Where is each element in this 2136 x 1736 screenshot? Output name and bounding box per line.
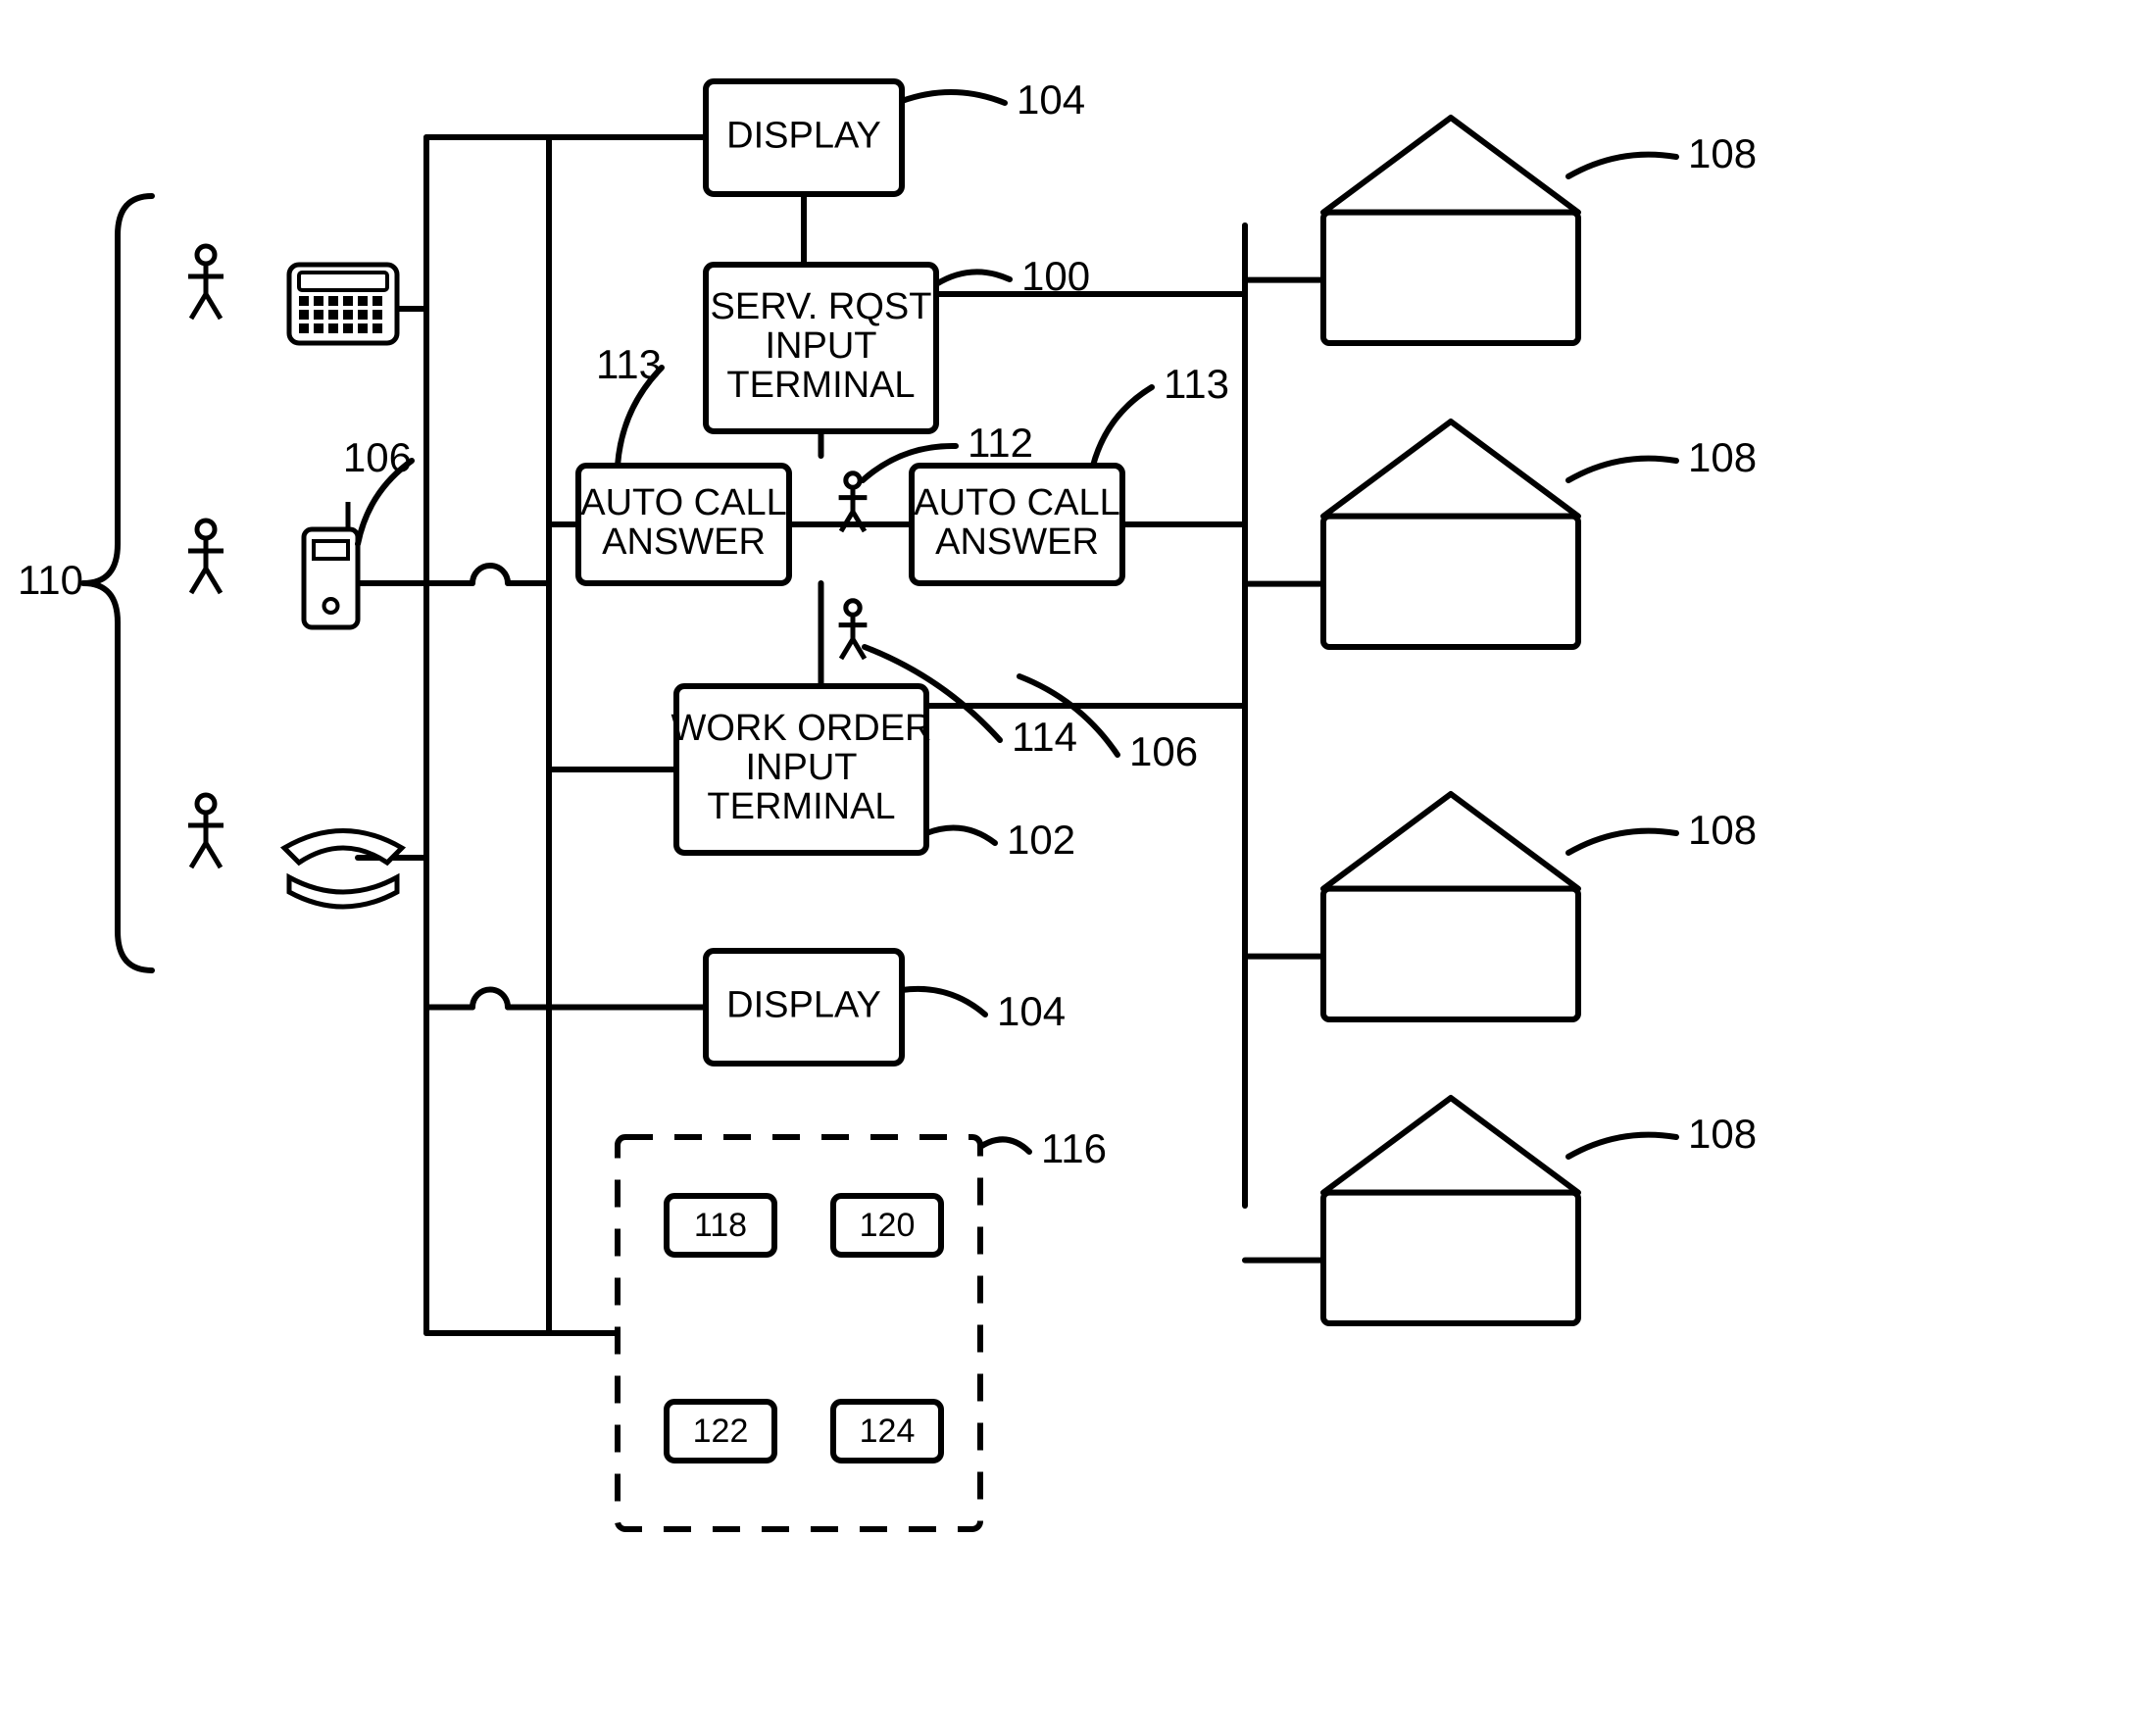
ref-114-ref: 114 xyxy=(1012,714,1077,760)
ref-106-right-ref: 106 xyxy=(1129,728,1198,774)
ref-108-2-leader xyxy=(1568,831,1676,853)
work-order-box-label: INPUT xyxy=(746,747,858,788)
ref-104-bot-ref: 104 xyxy=(997,988,1066,1034)
ref-108-1-ref: 108 xyxy=(1688,434,1757,480)
ref-116-leader xyxy=(980,1139,1029,1152)
auto-call-right-box-label: ANSWER xyxy=(935,521,1099,563)
tenant-brace xyxy=(83,196,152,970)
hop-1 xyxy=(472,566,508,583)
ref-112-ref: 112 xyxy=(968,420,1033,466)
tenant-person-2 xyxy=(188,795,224,868)
ref-113-left-ref: 113 xyxy=(596,341,662,387)
auto-call-left-box-label: ANSWER xyxy=(602,521,766,563)
ref-102-ref: 102 xyxy=(1007,817,1075,863)
module-122-label: 122 xyxy=(693,1413,749,1450)
ref-100-leader xyxy=(936,272,1010,284)
ref-108-2-ref: 108 xyxy=(1688,807,1757,853)
ref-113-right-ref: 113 xyxy=(1164,361,1229,407)
serv-to-busR xyxy=(936,225,1245,294)
ref-104-bot-leader xyxy=(902,989,985,1015)
ref-113-right-leader xyxy=(1093,387,1152,466)
cellphone-icon xyxy=(304,502,358,627)
ref-110-ref: 110 xyxy=(18,557,83,603)
auto-call-left-box-label: AUTO CALL xyxy=(580,482,786,523)
ref-104-top-leader xyxy=(902,92,1005,103)
house-3-icon xyxy=(1323,1098,1578,1323)
module-124-label: 124 xyxy=(860,1413,916,1450)
deskphone-icon xyxy=(284,831,402,908)
hop-2 xyxy=(472,990,508,1008)
work-order-box-label: WORK ORDER xyxy=(671,708,932,749)
module-118-label: 118 xyxy=(694,1207,747,1244)
ref-108-0-ref: 108 xyxy=(1688,130,1757,176)
ref-116-ref: 116 xyxy=(1041,1125,1107,1171)
serv-rqst-box-label: TERMINAL xyxy=(726,365,915,406)
keypad-icon xyxy=(289,265,397,343)
tenant-person-1 xyxy=(188,521,224,593)
house-0-icon xyxy=(1323,118,1578,343)
operator-114-icon xyxy=(839,601,868,659)
ref-108-3-leader xyxy=(1568,1135,1676,1157)
ref-100-ref: 100 xyxy=(1021,253,1090,299)
ref-108-3-ref: 108 xyxy=(1688,1111,1757,1157)
display-bottom-box-label: DISPLAY xyxy=(726,985,881,1026)
ref-106-left-ref: 106 xyxy=(343,434,412,480)
ref-104-top-ref: 104 xyxy=(1017,76,1085,123)
house-1-icon xyxy=(1323,422,1578,647)
display-top-box-label: DISPLAY xyxy=(726,116,881,157)
work-order-box-label: TERMINAL xyxy=(707,786,895,827)
serv-rqst-box-label: SERV. RQST xyxy=(711,286,932,327)
house-2-icon xyxy=(1323,794,1578,1019)
ref-108-0-leader xyxy=(1568,155,1676,176)
ref-108-1-leader xyxy=(1568,459,1676,480)
serv-rqst-box-label: INPUT xyxy=(766,325,877,367)
tenant-person-0 xyxy=(188,246,224,319)
module-120-label: 120 xyxy=(860,1207,916,1244)
ref-102-leader xyxy=(926,827,995,843)
auto-call-right-box-label: AUTO CALL xyxy=(914,482,1119,523)
